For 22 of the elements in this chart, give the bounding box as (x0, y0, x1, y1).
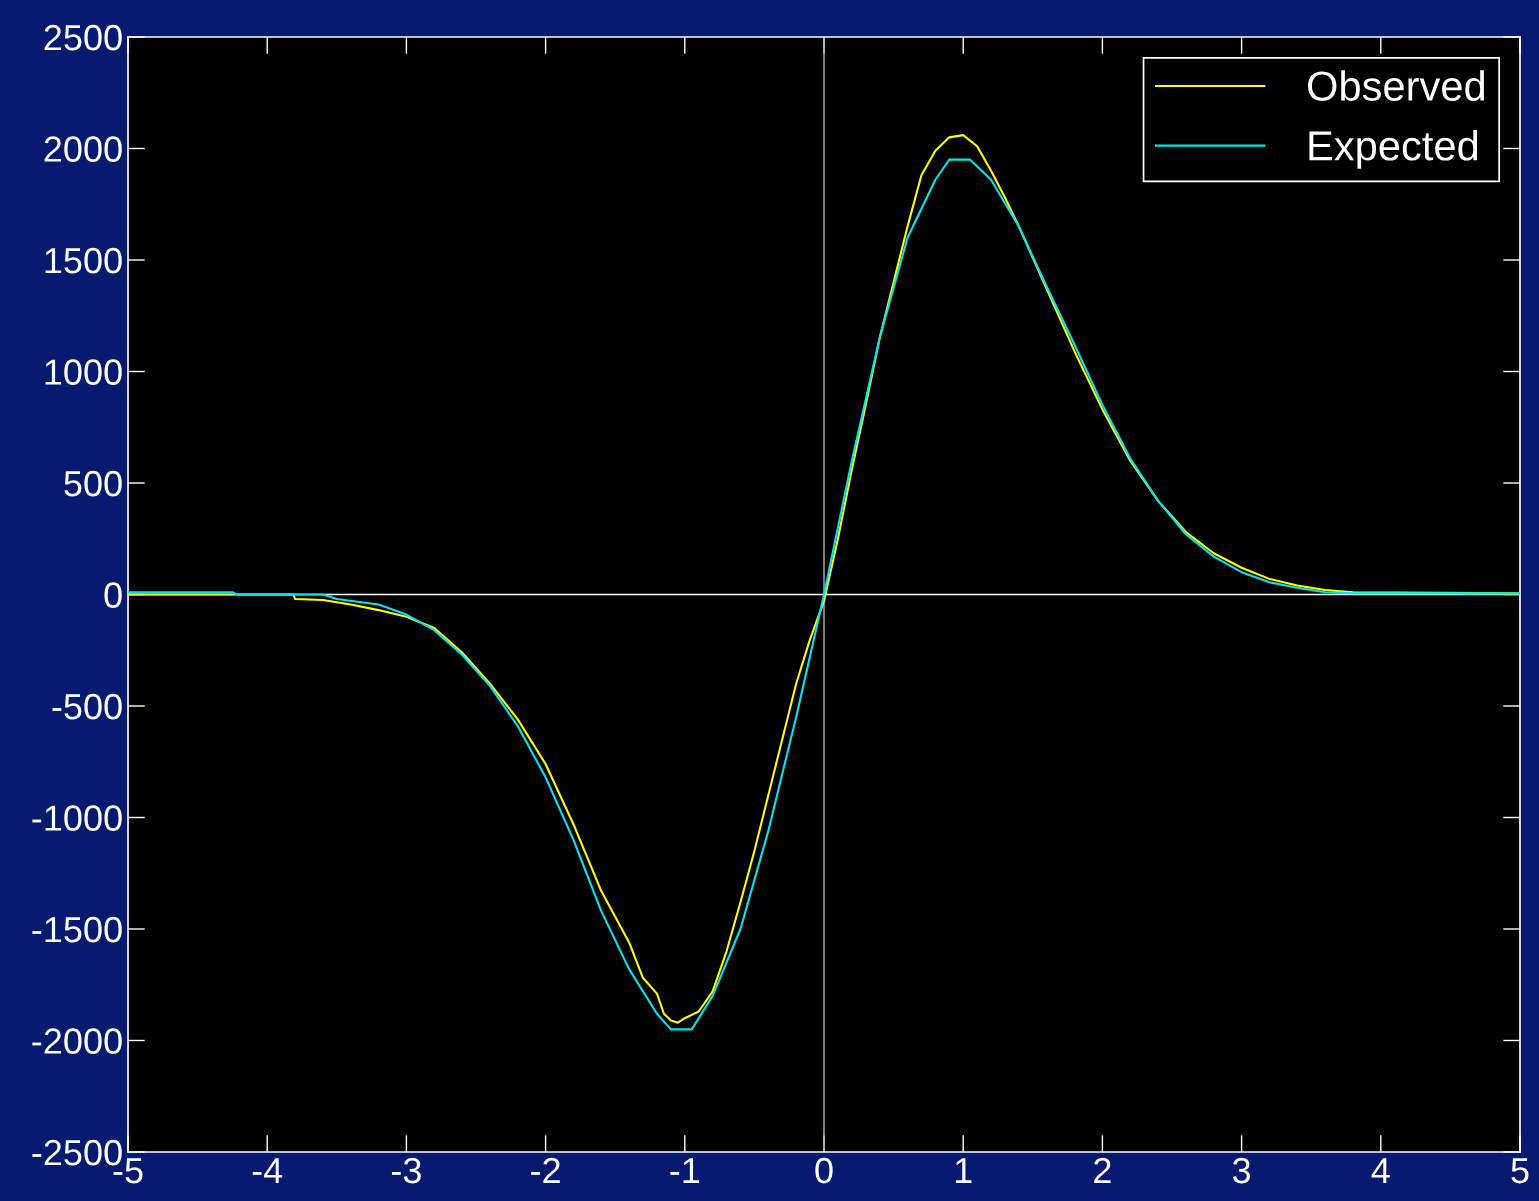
x-tick-label: 1 (955, 1158, 972, 1184)
x-tick-label: -3 (391, 1157, 421, 1184)
x-tick-label: 4 (1371, 1158, 1390, 1184)
x-tick-label: 2 (1094, 1157, 1111, 1184)
y-tick-label: 500 (64, 470, 122, 497)
x-tick-label: -2 (531, 1157, 560, 1184)
y-tick-label: 2500 (44, 24, 122, 51)
legend-label: Expected (1309, 130, 1478, 169)
y-tick-label: 0 (104, 582, 122, 608)
legend-label: Observed (1308, 70, 1484, 101)
y-tick-label: 1500 (45, 247, 122, 274)
y-tick-label: -1500 (32, 916, 122, 943)
x-tick-label: -4 (252, 1158, 283, 1184)
x-tick-label: 3 (1232, 1157, 1251, 1184)
x-tick-label: -1 (670, 1158, 700, 1184)
y-tick-label: -1000 (32, 805, 122, 831)
y-tick-label: 2000 (44, 136, 122, 162)
y-tick-label: -500 (52, 693, 122, 720)
x-tick-label: 0 (815, 1157, 833, 1184)
x-tick-label: 5 (1511, 1158, 1529, 1184)
y-tick-label: 1000 (45, 359, 122, 385)
y-tick-label: -2000 (32, 1028, 122, 1054)
